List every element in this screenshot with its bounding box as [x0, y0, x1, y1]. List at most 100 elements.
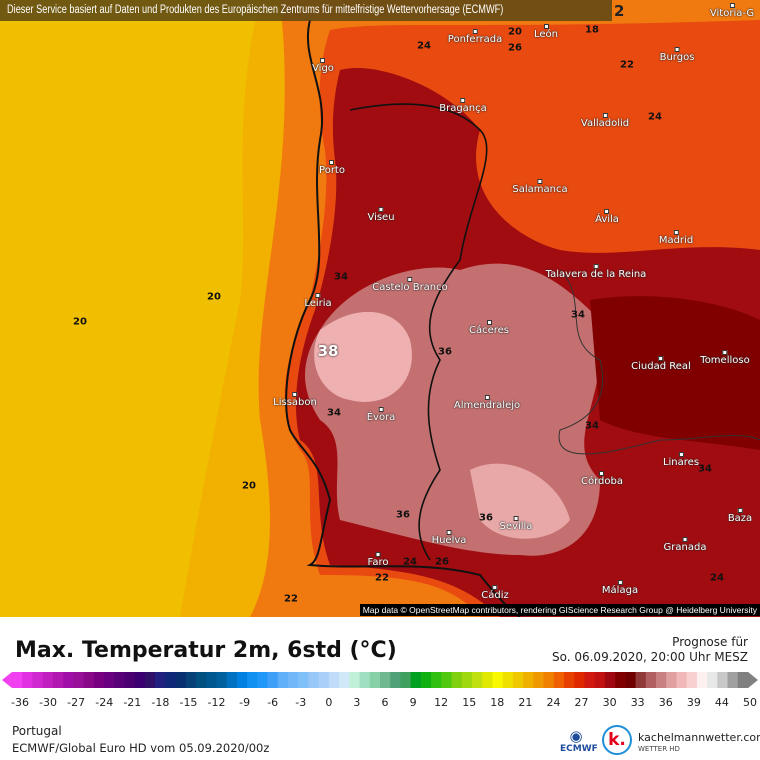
city-marker-icon	[486, 320, 492, 325]
colorbar-segment	[676, 672, 688, 688]
city-label: Vigo	[312, 57, 334, 74]
brand-name[interactable]: kachelmannwetter.com	[638, 731, 760, 744]
kachelmann-logo-icon[interactable]: k.	[602, 725, 632, 755]
colorbar-tick-label: -30	[39, 696, 58, 709]
temperature-map[interactable]: Dieser Service basiert auf Daten und Pro…	[0, 0, 760, 617]
contour-label: 22	[375, 572, 389, 584]
colorbar-segment	[400, 672, 412, 688]
colorbar-segment	[390, 672, 401, 688]
colorbar-segment	[420, 672, 432, 688]
city-marker-icon	[378, 207, 384, 212]
city-label: Salamanca	[512, 178, 568, 195]
ecmwf-notice-banner: Dieser Service basiert auf Daten und Pro…	[7, 4, 504, 16]
map-title: Max. Temperatur 2m, 6std (°C)	[15, 638, 397, 663]
colorbar-segment	[339, 672, 350, 688]
colorbar-segment	[185, 672, 197, 688]
colorbar-segment	[216, 672, 228, 688]
colorbar-segment	[144, 672, 156, 688]
colorbar-tick-label: -6	[267, 696, 279, 709]
city-label: Sevilla	[500, 515, 532, 532]
colorbar-segment	[42, 672, 54, 688]
ecmwf-logo[interactable]: ◉ ECMWF	[560, 728, 598, 754]
contour-label: 26	[508, 42, 522, 54]
colorbar-segment	[625, 672, 637, 688]
colorbar-segment	[410, 672, 422, 688]
city-label: Vitoria-G	[710, 2, 754, 19]
colorbar-tick-label: 24	[546, 696, 561, 709]
colorbar-segment	[277, 672, 289, 688]
contour-label: 24	[648, 111, 662, 123]
colorbar-segment	[472, 672, 483, 688]
city-marker-icon	[599, 471, 605, 476]
colorbar-segment	[594, 672, 606, 688]
contour-label: 20	[508, 26, 522, 38]
city-label: Almendralejo	[454, 394, 520, 411]
temperature-colorbar	[2, 672, 758, 688]
contour-label: 22	[620, 59, 634, 71]
colorbar-segment	[461, 672, 473, 688]
colorbar-segment	[451, 672, 463, 688]
colorbar-segment	[83, 672, 95, 688]
colorbar-segment	[288, 672, 299, 688]
city-marker-icon	[446, 530, 452, 535]
city-marker-icon	[674, 47, 680, 52]
colorbar-tick-label: -9	[239, 696, 251, 709]
colorbar-segment	[175, 672, 187, 688]
colorbar-segment	[523, 672, 534, 688]
colorbar-tick-label: -27	[67, 696, 86, 709]
city-marker-icon	[678, 452, 684, 457]
colorbar-segment	[124, 672, 136, 688]
colorbar-segment	[236, 672, 248, 688]
colorbar-segment	[492, 672, 504, 688]
colorbar-segment	[707, 672, 718, 688]
colorbar-segment	[441, 672, 453, 688]
contour-label: 20	[73, 316, 87, 328]
colorbar-segment	[226, 672, 238, 688]
contour-label: 24	[710, 572, 724, 584]
city-label: Córdoba	[581, 470, 623, 487]
colorbar-segment	[656, 672, 667, 688]
colorbar-segment	[574, 672, 585, 688]
contour-label: 34	[327, 407, 341, 419]
colorbar-segment	[328, 672, 340, 688]
city-label: Ponferrada	[448, 28, 502, 45]
colorbar-segment	[247, 672, 258, 688]
map-attribution[interactable]: Map data © OpenStreetMap contributors, r…	[359, 604, 760, 616]
city-marker-icon	[604, 209, 610, 214]
colorbar-segment	[584, 672, 596, 688]
city-label: Baza	[728, 507, 752, 524]
colorbar-tick-label: 36	[658, 696, 673, 709]
colorbar-segment	[359, 672, 371, 688]
colorbar-segment	[615, 672, 626, 688]
colorbar-tick-label: -24	[95, 696, 114, 709]
colorbar-segment	[165, 672, 177, 688]
city-label: Huelva	[432, 529, 466, 546]
city-label: Madrid	[659, 229, 693, 246]
colorbar-segment	[717, 672, 729, 688]
colorbar-arrow	[748, 672, 758, 688]
colorbar-tick-label: 3	[353, 696, 361, 709]
colorbar-segment	[349, 672, 361, 688]
forecast-time: So. 06.09.2020, 20:00 Uhr MESZ	[551, 650, 748, 664]
colorbar-segment	[533, 672, 545, 688]
city-marker-icon	[602, 113, 608, 118]
brand-subtitle: WETTER HD	[638, 745, 680, 753]
colorbar-tick-label: 50	[743, 696, 757, 709]
colorbar-tick-label: -21	[123, 696, 142, 709]
colorbar-segment	[267, 672, 279, 688]
city-label: Viseu	[367, 206, 395, 223]
contour-label: 20	[207, 291, 221, 303]
city-marker-icon	[722, 350, 728, 355]
contour-label: 34	[571, 309, 585, 321]
city-label: Leiria	[304, 292, 332, 309]
colorbar-tick-label: -12	[207, 696, 226, 709]
contour-label: 36	[438, 346, 452, 358]
notice-banner-background	[0, 0, 612, 21]
colorbar-segment	[502, 672, 514, 688]
colorbar-tick-label: -18	[151, 696, 170, 709]
temperature-field	[0, 0, 760, 617]
colorbar-tick-label: 9	[409, 696, 417, 709]
colorbar-segment	[52, 672, 64, 688]
colorbar-segment	[22, 672, 33, 688]
colorbar-segment	[308, 672, 320, 688]
